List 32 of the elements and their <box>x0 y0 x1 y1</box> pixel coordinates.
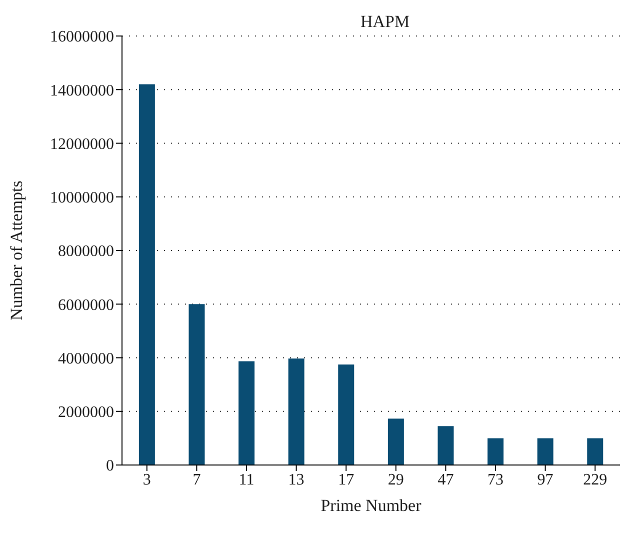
x-axis-title: Prime Number <box>320 496 422 515</box>
x-tick-label: 29 <box>388 471 404 488</box>
x-tick-label: 3 <box>142 471 151 488</box>
bar <box>587 438 604 465</box>
y-tick-label: 4000000 <box>58 350 114 368</box>
y-axis-title: Number of Attempts <box>7 180 26 320</box>
y-tick-label: 2000000 <box>58 404 114 422</box>
x-tick-label: 7 <box>192 471 201 488</box>
y-tick-label: 8000000 <box>58 243 114 260</box>
bar <box>537 438 554 465</box>
bar <box>338 364 354 465</box>
x-tick-label: 97 <box>537 471 554 488</box>
y-tick-label: 16000000 <box>50 28 114 46</box>
x-tick-label: 229 <box>583 471 608 488</box>
chart-title: HAPM <box>360 12 410 31</box>
bar <box>238 361 255 465</box>
bar <box>188 304 205 465</box>
bar <box>138 84 155 465</box>
y-tick-label: 14000000 <box>50 82 114 100</box>
x-tick-label: 17 <box>338 471 354 488</box>
y-tick-label: 10000000 <box>50 190 114 207</box>
y-tick-label: 12000000 <box>50 136 114 153</box>
bar <box>438 426 454 465</box>
y-tick-label: 0 <box>106 458 114 475</box>
bar <box>388 418 404 465</box>
bar <box>488 438 504 465</box>
bar <box>288 358 304 465</box>
x-tick-label: 11 <box>238 471 254 488</box>
x-tick-label: 73 <box>488 471 504 488</box>
y-tick-label: 6000000 <box>58 296 114 314</box>
x-tick-label: 13 <box>288 471 304 488</box>
x-tick-label: 47 <box>438 471 454 488</box>
